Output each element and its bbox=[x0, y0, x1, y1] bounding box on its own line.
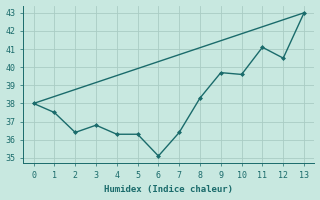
X-axis label: Humidex (Indice chaleur): Humidex (Indice chaleur) bbox=[104, 185, 233, 194]
